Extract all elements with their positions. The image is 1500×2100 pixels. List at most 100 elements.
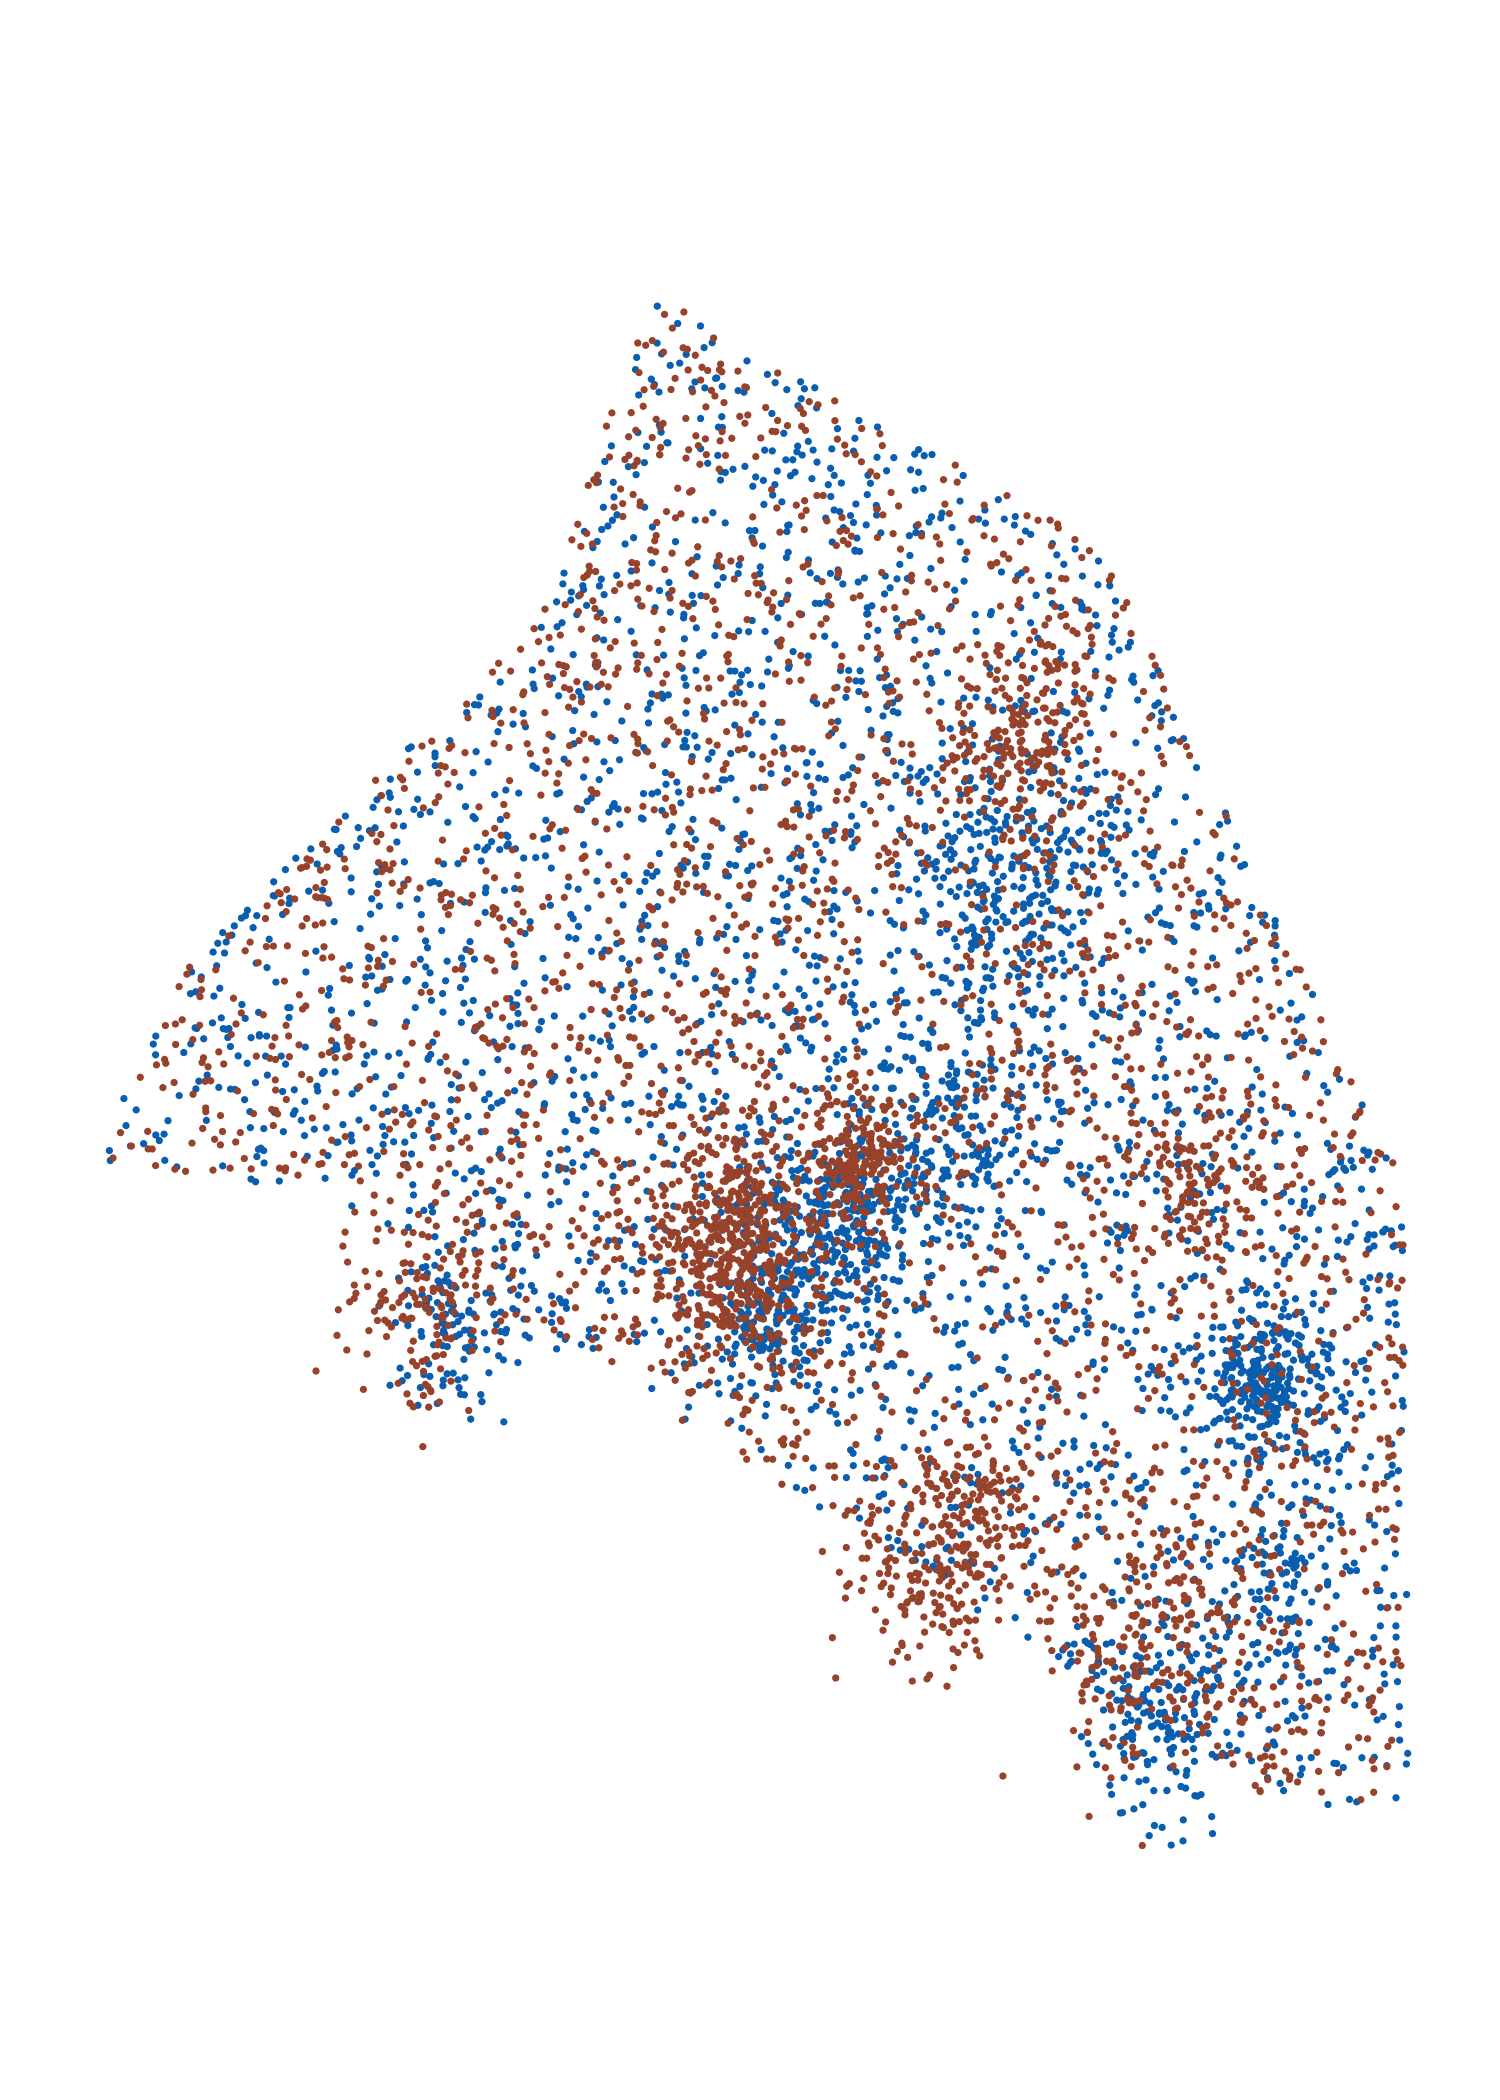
scatter-point [1200,1383,1208,1392]
scatter-point [826,464,835,472]
scatter-point [1284,1313,1293,1321]
scatter-point [365,955,374,963]
scatter-point [1150,1756,1158,1764]
scatter-point [1010,629,1018,638]
scatter-point [1333,1252,1342,1261]
scatter-point [981,1594,989,1602]
scatter-point [891,1120,900,1129]
scatter-point [1070,736,1078,745]
scatter-point [928,823,936,832]
scatter-point [375,902,384,910]
scatter-point [805,1004,813,1012]
scatter-point [830,902,838,910]
scatter-point [498,1263,506,1271]
scatter-point [447,1096,455,1104]
scatter-point [443,1370,451,1378]
scatter-point [327,1036,336,1045]
scatter-point [1379,1658,1387,1666]
scatter-point [1219,1336,1227,1344]
scatter-point [443,957,451,965]
scatter-point [1359,1278,1367,1286]
scatter-point [202,1116,211,1125]
scatter-point [1014,854,1022,862]
scatter-point [563,983,571,991]
scatter-point [1291,1651,1299,1659]
scatter-point [1144,1370,1152,1378]
scatter-point [1264,1400,1273,1408]
scatter-point [1247,1028,1255,1037]
scatter-point [799,1341,808,1350]
scatter-point [722,1134,730,1143]
scatter-point [1001,818,1010,827]
scatter-point [302,968,310,976]
scatter-point [1156,1036,1164,1044]
scatter-point [502,786,510,794]
scatter-point [285,1013,293,1022]
scatter-point [779,744,787,752]
scatter-point [1017,1083,1026,1091]
scatter-point [532,1251,541,1260]
scatter-point [889,530,897,538]
scatter-point [1326,1535,1334,1543]
scatter-point [426,808,434,816]
scatter-point [324,991,332,999]
scatter-point [781,817,790,825]
scatter-point [796,1034,805,1042]
scatter-point [1368,1165,1376,1173]
scatter-point [600,591,608,599]
scatter-point [640,458,649,467]
scatter-point [1376,1686,1384,1694]
scatter-point [701,435,710,443]
scatter-point [735,845,743,854]
scatter-point [995,1365,1003,1374]
scatter-point [285,899,293,908]
scatter-point [1043,897,1052,905]
scatter-point [1084,606,1092,614]
scatter-point [869,1000,877,1009]
scatter-point [798,1267,807,1275]
scatter-point [841,1269,850,1277]
scatter-point [1245,1541,1253,1549]
scatter-point [1114,1234,1122,1242]
scatter-point [855,1514,864,1522]
scatter-point [615,886,624,894]
scatter-point [1061,1293,1069,1301]
scatter-point [1262,1537,1270,1546]
scatter-point [520,719,528,727]
scatter-point [869,1360,877,1368]
scatter-point [1047,789,1055,798]
scatter-point [984,915,992,923]
scatter-point [1094,557,1103,565]
scatter-point [1345,1276,1353,1284]
scatter-point [1208,1349,1216,1358]
scatter-point [645,1092,653,1100]
scatter-point [915,789,923,798]
scatter-point [1124,1710,1132,1718]
scatter-point [707,1010,716,1019]
scatter-point [565,1232,573,1240]
scatter-point [1139,1801,1147,1809]
scatter-point [1222,1241,1231,1249]
scatter-point [991,960,999,968]
scatter-point [604,1211,612,1219]
scatter-point [709,914,717,923]
scatter-point [1240,860,1249,869]
scatter-point [1021,917,1029,926]
scatter-point [608,802,617,811]
scatter-point [946,887,955,896]
scatter-point [1219,1323,1227,1331]
scatter-point [1265,1419,1274,1428]
scatter-point [453,1096,462,1104]
scatter-point [681,736,689,745]
scatter-point [1068,1180,1076,1188]
scatter-point [807,1047,815,1055]
scatter-point [1289,1356,1298,1364]
scatter-point [208,1019,217,1027]
scatter-point [864,1365,873,1373]
scatter-point [566,1033,574,1042]
scatter-point [370,1048,378,1056]
scatter-point [642,442,651,451]
scatter-point [1222,1556,1230,1565]
scatter-point [953,478,961,486]
scatter-point [434,857,442,865]
